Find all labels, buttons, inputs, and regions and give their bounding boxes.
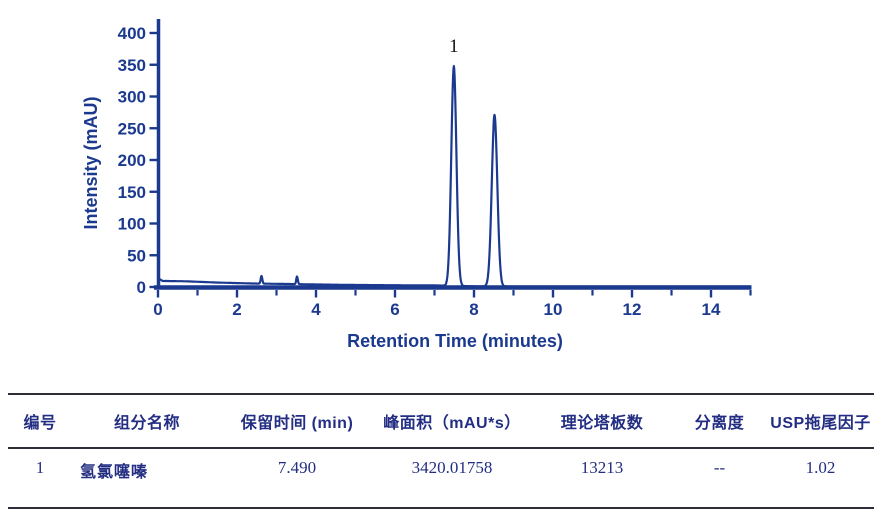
table-header-cell-6: USP拖尾因子 [770, 415, 871, 432]
x-tick-label: 14 [702, 300, 721, 319]
table-header-row: 编号 组分名称 保留时间 (min) 峰面积（mAU*s） 理论塔板数 分离度 USP拖尾因… [8, 393, 874, 449]
y-tick-label: 400 [118, 24, 146, 43]
y-tick-label: 150 [118, 183, 146, 202]
peak-1-label: 1 [449, 36, 459, 57]
x-tick-label: 4 [311, 300, 321, 319]
table-header-cell-2: 保留时间 (min) [240, 415, 354, 432]
table-header-cell-0: 编号 [23, 415, 57, 432]
table-cell-6: 1.02 [805, 458, 836, 477]
chromatogram-chart: 0 50 100 150 200 250 300 350 400 0 2 4 6 8 10 12 14 Int… [81, 19, 752, 351]
table-header-cell-3: 峰面积（mAU*s） [383, 415, 521, 432]
table-cell-3: 3420.01758 [411, 458, 493, 477]
table-header-cell-5: 分离度 [694, 415, 745, 432]
y-tick-label: 100 [118, 215, 146, 234]
table-body: 1 氢氯噻嗪 7.490 3420.01758 13213 -- 1.02 [8, 449, 874, 507]
table-row: 1 氢氯噻嗪 7.490 3420.01758 13213 -- 1.02 [8, 449, 874, 507]
table-cell-0: 1 [35, 458, 45, 477]
table-cell-2: 7.490 [277, 458, 317, 477]
table-cell-4: 13213 [580, 458, 624, 477]
x-tick-label: 2 [232, 300, 241, 319]
chromatogram-trace [157, 65, 752, 288]
x-tick-label: 8 [469, 300, 478, 319]
y-tick-label: 300 [118, 88, 146, 107]
y-axis-title: Intensity (mAU) [81, 96, 101, 229]
x-axis-ticks [156, 290, 752, 298]
x-tick-label: 6 [390, 300, 399, 319]
x-tick-label: 12 [623, 300, 642, 319]
x-axis-tick-labels: 0 2 4 6 8 10 12 14 [153, 300, 721, 319]
y-tick-label: 200 [118, 151, 146, 170]
y-axis-ticks [149, 31, 157, 289]
table-bottom-rule [8, 507, 874, 509]
axes [154, 19, 752, 290]
x-tick-label: 0 [153, 300, 162, 319]
x-axis-title: Retention Time (minutes) [347, 331, 563, 351]
y-tick-label: 250 [118, 119, 146, 138]
y-tick-label: 350 [118, 56, 146, 75]
y-axis-tick-labels: 0 50 100 150 200 250 300 350 400 [118, 24, 146, 297]
y-tick-label: 0 [137, 278, 146, 297]
table-header-cell-4: 理论塔板数 [560, 415, 644, 432]
x-tick-label: 10 [544, 300, 563, 319]
results-table: 编号 组分名称 保留时间 (min) 峰面积（mAU*s） 理论塔板数 分离度 USP拖尾因… [8, 393, 874, 509]
table-cell-1: 氢氯噻嗪 [80, 464, 149, 481]
y-tick-label: 50 [127, 246, 146, 265]
table-header-cell-1: 组分名称 [113, 415, 180, 432]
chromatogram-plot: 0 50 100 150 200 250 300 350 400 0 2 4 6 8 10 12 14 Int… [81, 19, 752, 351]
table-cell-5: -- [713, 458, 726, 477]
